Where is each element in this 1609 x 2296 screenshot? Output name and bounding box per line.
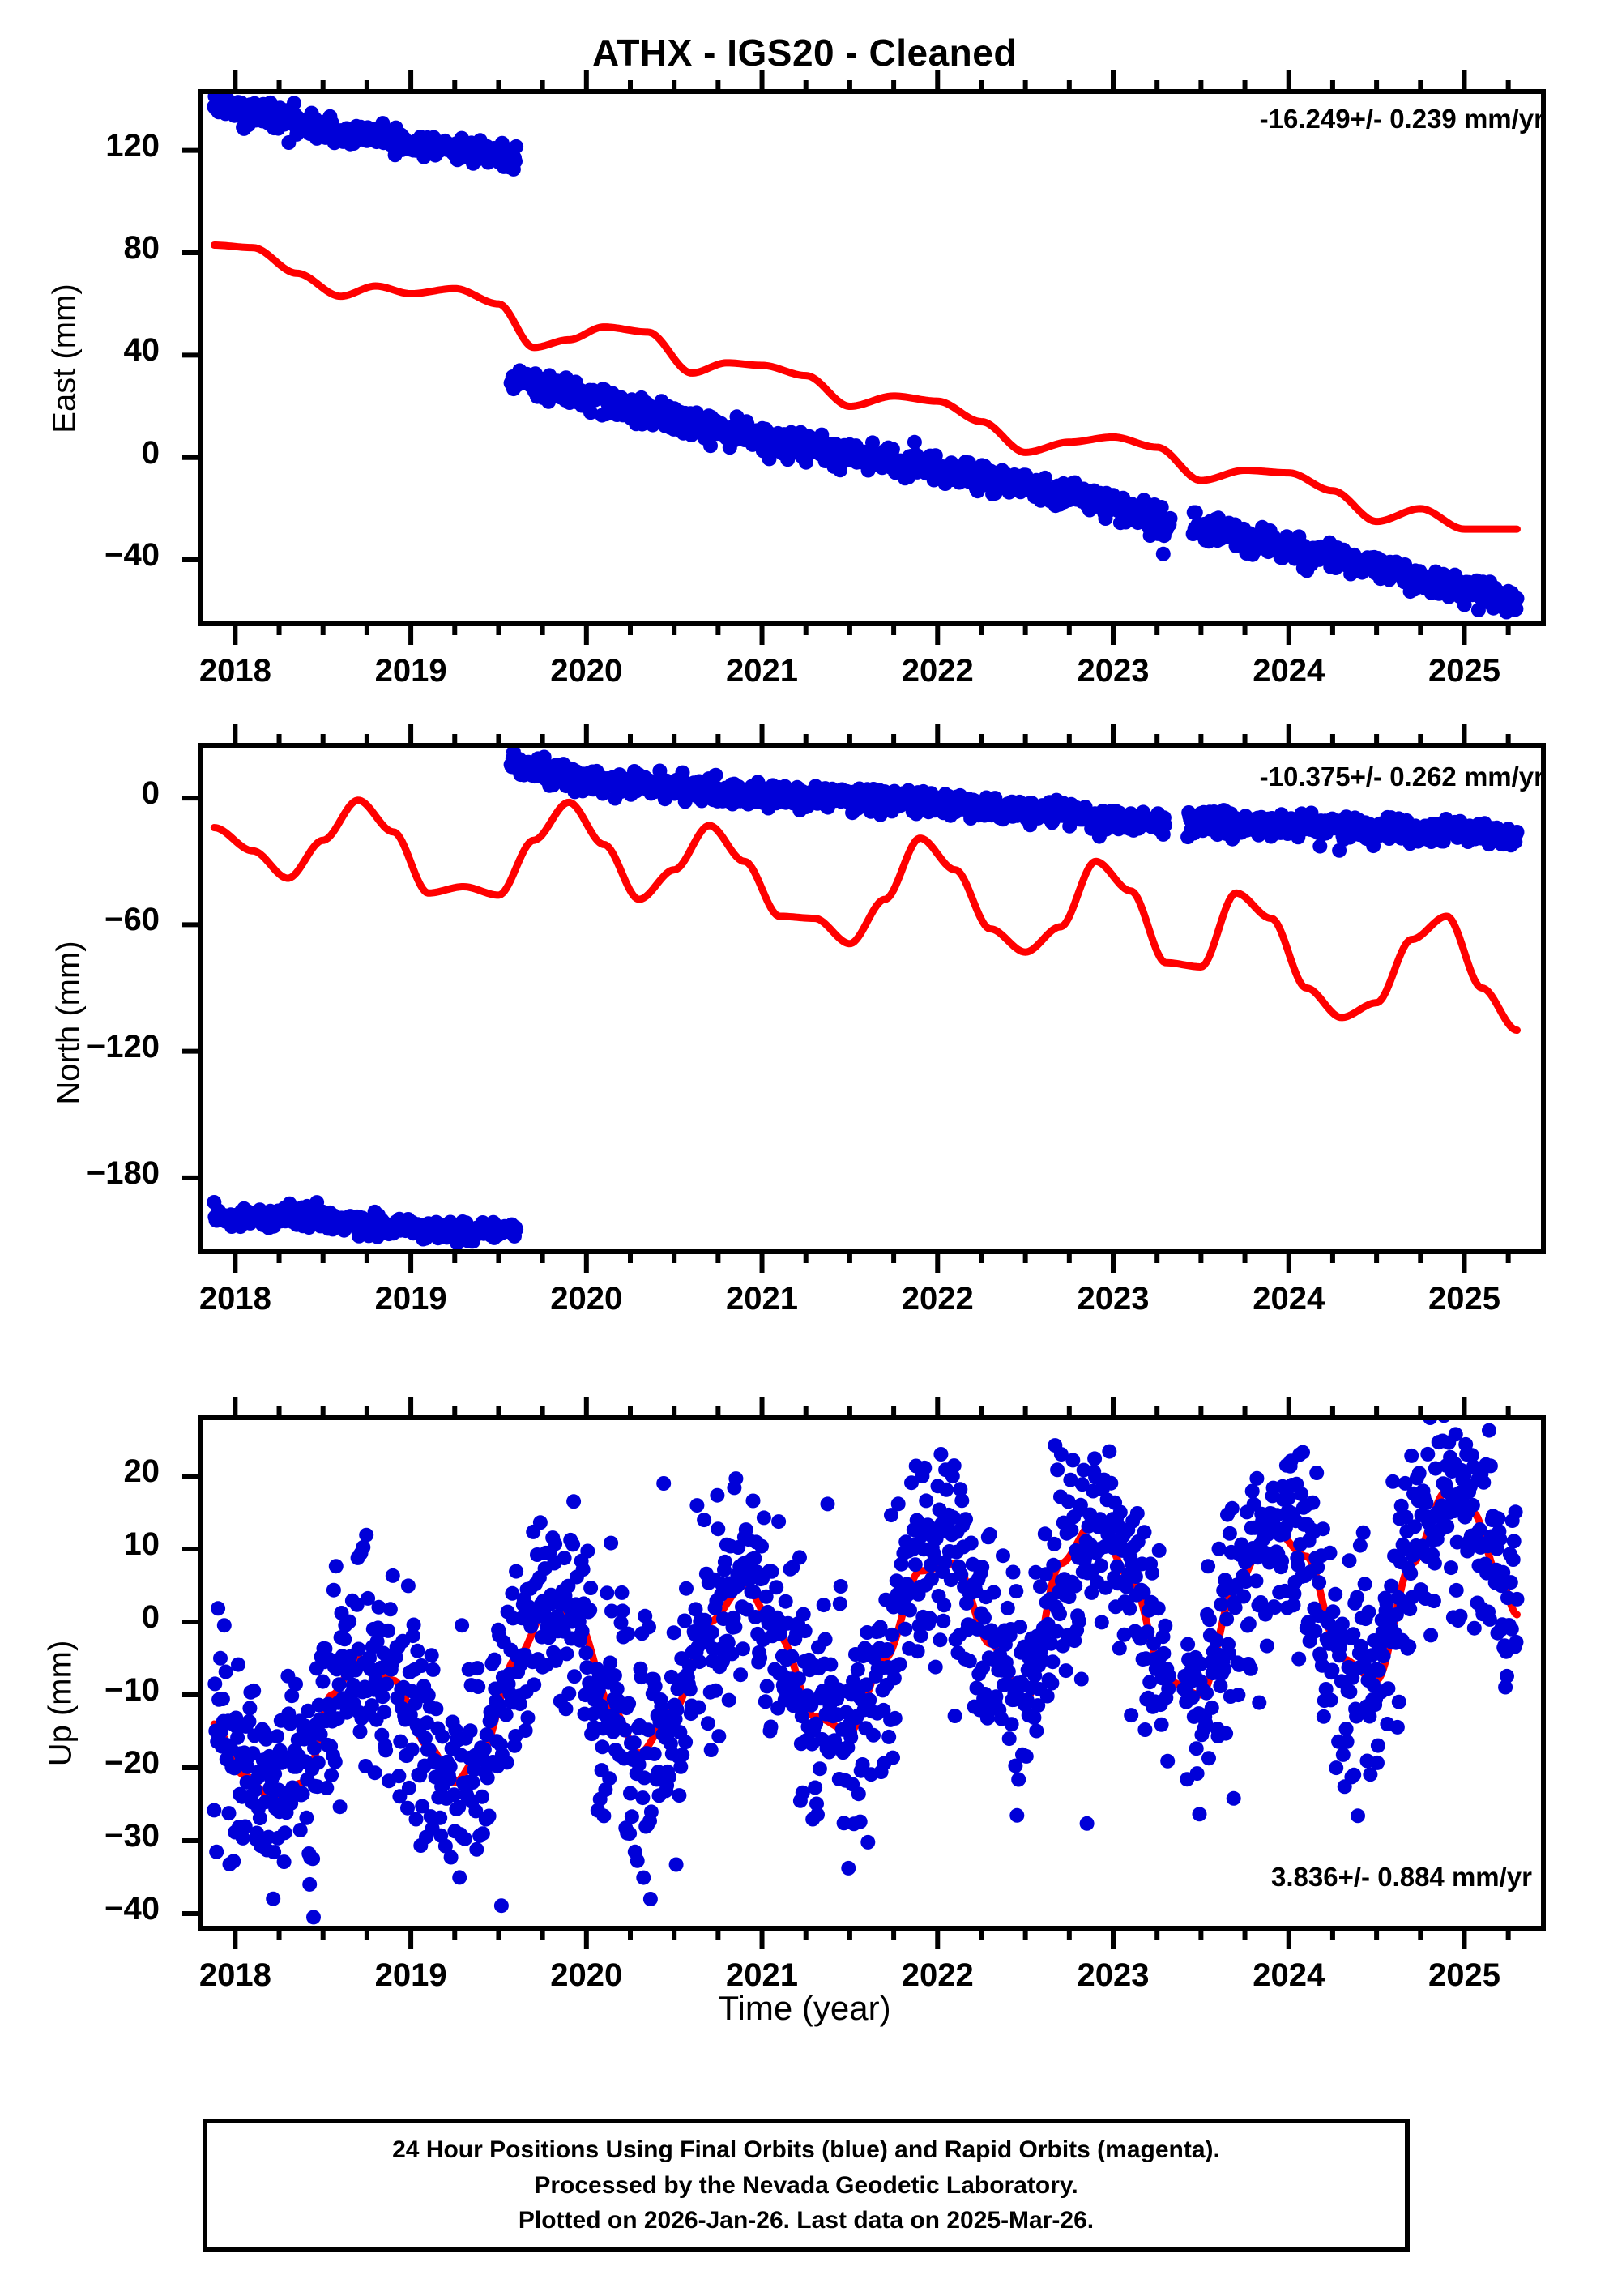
xtick-label: 2021 (726, 1281, 799, 1317)
panel-up-rate: 3.836+/- 0.884 mm/yr (1271, 1862, 1532, 1892)
panel-north-rate: -10.375+/- 0.262 mm/yr (1259, 762, 1544, 792)
ytick-label: 20 (123, 1453, 160, 1489)
xtick-label: 2020 (550, 1957, 623, 1993)
footer-line-3: Plotted on 2026-Jan-26. Last data on 202… (518, 2207, 1095, 2234)
xtick-label: 2020 (550, 653, 623, 689)
xtick-label: 2023 (1077, 1281, 1150, 1317)
ytick-label: −120 (86, 1028, 160, 1065)
ytick-label: 0 (141, 775, 160, 812)
ytick-label: −40 (105, 537, 160, 574)
ytick-label: −40 (105, 1891, 160, 1927)
xtick-label: 2022 (901, 1281, 974, 1317)
ytick-label: 10 (123, 1526, 160, 1562)
xtick-label: 2020 (550, 1281, 623, 1317)
xtick-label: 2019 (374, 1281, 447, 1317)
xtick-label: 2018 (198, 653, 271, 689)
xtick-label: 2025 (1428, 653, 1500, 689)
panel-up-plot (182, 1397, 1546, 1949)
xaxis-title: Time (year) (718, 1989, 891, 2027)
panel-north: North (mm) -10.375+/- 0.262 mm/yr (0, 681, 1609, 1361)
ytick-label: −30 (105, 1818, 160, 1854)
ytick-label: 0 (141, 434, 160, 471)
xtick-label: 2018 (198, 1281, 271, 1317)
xtick-label: 2023 (1077, 653, 1150, 689)
xtick-label: 2022 (901, 653, 974, 689)
xtick-label: 2024 (1253, 1281, 1325, 1317)
xtick-label: 2022 (901, 1957, 974, 1993)
xtick-label: 2025 (1428, 1957, 1500, 1993)
xtick-label: 2023 (1077, 1957, 1150, 1993)
page-title: ATHX - IGS20 - Cleaned (592, 32, 1017, 74)
panel-east: East (mm) -16.249+/- 0.239 mm/yr (0, 0, 1609, 681)
panel-north-plot (182, 724, 1546, 1273)
xtick-label: 2019 (374, 1957, 447, 1993)
ytick-label: 80 (123, 229, 160, 266)
xtick-label: 2018 (198, 1957, 271, 1993)
xtick-label: 2025 (1428, 1281, 1500, 1317)
footer-line-1: 24 Hour Positions Using Final Orbits (bl… (392, 2136, 1220, 2164)
ytick-label: −20 (105, 1745, 160, 1781)
footer-line-2: Processed by the Nevada Geodetic Laborat… (534, 2171, 1078, 2199)
xtick-label: 2024 (1253, 653, 1325, 689)
xtick-label: 2024 (1253, 1957, 1325, 1993)
ytick-label: 40 (123, 332, 160, 369)
ytick-label: −10 (105, 1672, 160, 1708)
ytick-label: 0 (141, 1599, 160, 1635)
footer-box: 24 Hour Positions Using Final Orbits (bl… (203, 2119, 1410, 2252)
ytick-label: −60 (105, 902, 160, 938)
xtick-label: 2021 (726, 1957, 799, 1993)
panel-east-plot (182, 70, 1546, 645)
panel-up: Up (mm) 3.836+/- 0.884 mm/yr Time (year) (0, 1361, 1609, 2058)
ytick-label: −180 (86, 1154, 160, 1191)
xtick-label: 2019 (374, 653, 447, 689)
xtick-label: 2021 (726, 653, 799, 689)
ytick-label: 120 (105, 127, 160, 164)
panel-east-rate: -16.249+/- 0.239 mm/yr (1259, 104, 1544, 134)
